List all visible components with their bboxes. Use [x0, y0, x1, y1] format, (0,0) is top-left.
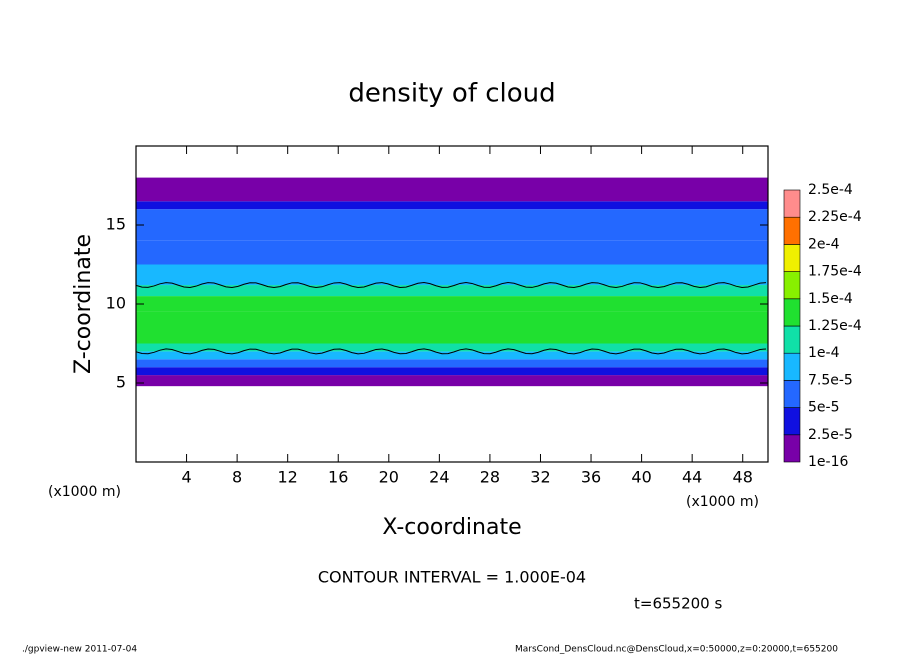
colorbar-label: 5e-5 — [808, 400, 839, 416]
x-tick-label: 28 — [480, 468, 500, 487]
colorbar-label: 7.5e-5 — [808, 372, 853, 388]
colorbar-box — [783, 380, 801, 408]
time-label: t=655200 s — [634, 595, 722, 613]
density-band — [136, 311, 768, 344]
y-unit: (x1000 m) — [48, 484, 121, 500]
y-axis-label: Z-coordinate — [71, 234, 96, 374]
colorbar-box — [783, 325, 801, 354]
colorbar-label: 2.5e-5 — [808, 427, 853, 443]
y-tick-label: 10 — [106, 294, 126, 313]
colorbar-label: 1e-16 — [808, 454, 848, 470]
colorbar-label: 1.75e-4 — [808, 264, 862, 280]
x-axis-label: X-coordinate — [382, 515, 521, 540]
chart-title: density of cloud — [348, 79, 555, 109]
x-tick-label: 12 — [278, 468, 298, 487]
footer-right: MarsCond_DensCloud.nc@DensCloud,x=0:5000… — [515, 645, 838, 654]
colorbar-box — [783, 298, 801, 327]
contour-line — [135, 348, 767, 355]
y-tick-label: 5 — [116, 373, 126, 392]
colorbar-box — [783, 434, 801, 463]
density-band — [136, 285, 768, 297]
x-tick-label: 20 — [379, 468, 399, 487]
colorbar-box — [783, 352, 801, 381]
x-tick-label: 32 — [530, 468, 550, 487]
colorbar-label: 1.25e-4 — [808, 318, 862, 334]
contour-line — [135, 282, 767, 289]
x-tick-label: 40 — [631, 468, 651, 487]
density-band — [136, 343, 768, 352]
density-band — [136, 177, 768, 202]
colorbar-label: 2.5e-4 — [808, 182, 853, 198]
x-tick-label: 36 — [581, 468, 601, 487]
density-band — [136, 201, 768, 210]
density-band — [136, 209, 768, 241]
density-band — [136, 296, 768, 312]
density-band — [136, 240, 768, 265]
density-band — [136, 351, 768, 360]
density-band — [136, 359, 768, 368]
colorbar-box — [783, 271, 801, 300]
density-band — [136, 375, 768, 387]
y-tick-label: 15 — [106, 215, 126, 234]
x-tick-label: 8 — [232, 468, 242, 487]
contour-interval: CONTOUR INTERVAL = 1.000E-04 — [318, 568, 586, 587]
colorbar-box — [783, 216, 801, 245]
x-unit: (x1000 m) — [686, 494, 759, 510]
colorbar-label: 2e-4 — [808, 236, 840, 252]
density-band — [136, 367, 768, 376]
footer-left: ./gpview-new 2011-07-04 — [22, 645, 137, 654]
colorbar-label: 2.25e-4 — [808, 209, 862, 225]
x-tick-label: 24 — [429, 468, 449, 487]
x-tick-label: 44 — [682, 468, 702, 487]
x-tick-label: 16 — [328, 468, 348, 487]
colorbar-label: 1e-4 — [808, 345, 840, 361]
x-tick-label: 48 — [733, 468, 753, 487]
colorbar-box — [783, 189, 801, 218]
density-band — [136, 264, 768, 286]
colorbar-box — [783, 244, 801, 272]
colorbar-box — [783, 407, 801, 436]
colorbar-label: 1.5e-4 — [808, 291, 853, 307]
x-tick-label: 4 — [181, 468, 191, 487]
